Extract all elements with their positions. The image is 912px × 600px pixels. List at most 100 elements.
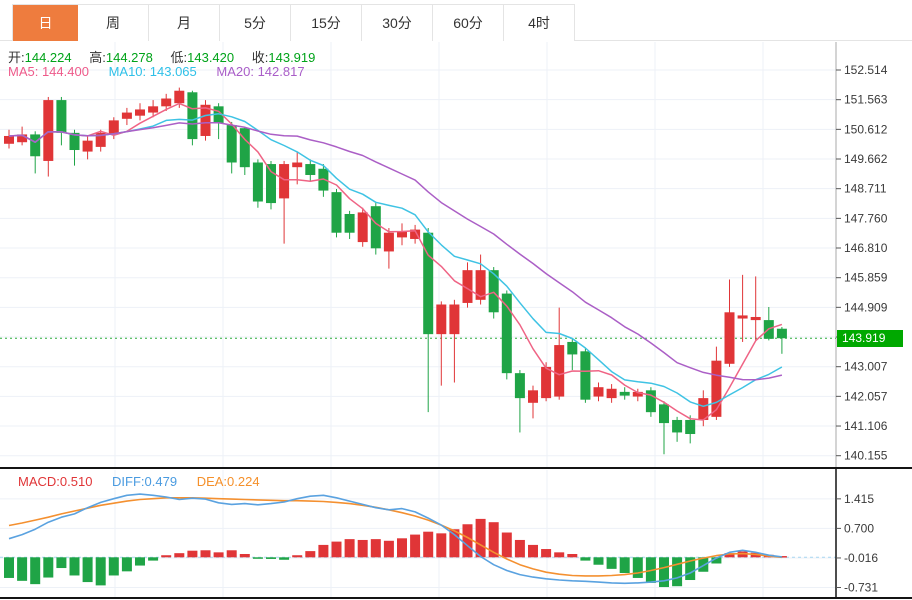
candle-down (187, 92, 198, 140)
candle-down (69, 132, 80, 151)
macd-bar-positive (567, 553, 578, 558)
macd-axis-label: -0.731 (844, 580, 878, 594)
candle-down (619, 391, 630, 396)
ma-readout: MA5: 144.400 MA10: 143.065 MA20: 142.817 (8, 64, 305, 79)
macd-axis-label: 0.700 (844, 521, 874, 535)
candle-down (370, 206, 381, 249)
macd-bar-negative (135, 557, 145, 566)
candle-up (4, 135, 14, 144)
candle-up (200, 104, 211, 136)
candle-up (148, 106, 159, 113)
open-label: 开: (8, 50, 25, 65)
price-axis-label: 148.711 (844, 182, 887, 196)
candle-up (632, 391, 643, 397)
macd-bar-negative (69, 557, 80, 576)
candle-up (436, 304, 447, 335)
macd-bar-positive (292, 555, 303, 558)
macd-bar-positive (370, 539, 381, 558)
candle-up (449, 304, 460, 335)
diff-line (8, 493, 783, 585)
macd-bar-positive (724, 553, 735, 558)
macd-axis-label: -0.016 (844, 551, 878, 565)
candle-up (698, 398, 709, 420)
macd-bar-positive (226, 550, 237, 558)
candle-up (43, 100, 54, 161)
macd-value: MACD:0.510 (18, 474, 93, 489)
candle-down (252, 162, 263, 202)
candle-down (580, 351, 591, 400)
candle-up (554, 345, 565, 397)
macd-bar-negative (619, 557, 630, 573)
macd-bar-negative (148, 557, 159, 561)
candle-down (56, 100, 67, 133)
macd-bar-negative (632, 557, 643, 578)
tab-60min[interactable]: 60分 (433, 5, 504, 41)
candle-up (383, 232, 394, 252)
candle-down (672, 419, 683, 433)
close-value: 143.919 (268, 50, 316, 65)
candle-down (488, 270, 499, 313)
tab-week[interactable]: 周 (78, 5, 149, 41)
price-axis-label: 141.106 (844, 419, 888, 433)
tab-4hour[interactable]: 4时 (504, 5, 575, 41)
interval-tabbar: 日 周 月 5分 15分 30分 60分 4时 (12, 4, 575, 41)
dea-value: DEA:0.224 (196, 474, 260, 489)
macd-bar-positive (514, 539, 525, 558)
macd-axis-label: 1.415 (844, 492, 874, 506)
candle-up (82, 140, 93, 152)
macd-bar-negative (659, 557, 669, 588)
candle-up (750, 316, 761, 321)
macd-readout: MACD:0.510 DIFF:0.479 DEA:0.224 (18, 474, 260, 489)
macd-bar-positive (449, 529, 460, 558)
macd-bar-positive (161, 555, 172, 558)
macd-bar-positive (305, 551, 316, 558)
candle-down (501, 293, 512, 374)
candle-up (397, 231, 407, 238)
macd-bar-negative (17, 557, 28, 581)
macd-bar-positive (200, 550, 211, 558)
macd-bar-negative (279, 557, 290, 560)
macd-bar-positive (318, 544, 329, 558)
price-axis-label: 143.007 (844, 360, 888, 374)
candle-down (659, 404, 669, 424)
candle-down (685, 419, 696, 435)
candle-down (645, 390, 656, 413)
candle-up (174, 90, 185, 104)
price-axis-label: 149.662 (844, 152, 888, 166)
tab-15min[interactable]: 15分 (291, 5, 362, 41)
macd-bar-positive (488, 522, 499, 558)
macd-bar-positive (528, 544, 538, 558)
tab-30min[interactable]: 30分 (362, 5, 433, 41)
tab-day[interactable]: 日 (13, 5, 78, 41)
candle-up (161, 98, 172, 107)
price-axis-label: 142.057 (844, 389, 888, 403)
macd-bar-positive (397, 538, 407, 558)
candle-down (344, 213, 355, 233)
macd-bar-negative (121, 557, 132, 572)
candle-down (776, 328, 787, 339)
candle-up (724, 312, 735, 364)
ma10-value: MA10: 143.065 (108, 64, 197, 79)
macd-bar-positive (436, 533, 447, 558)
candle-up (292, 162, 303, 168)
macd-bar-positive (213, 552, 224, 558)
candle-up (475, 270, 486, 300)
tab-5min[interactable]: 5分 (220, 5, 291, 41)
low-value: 143.420 (187, 50, 235, 65)
candle-down (514, 373, 525, 399)
macd-bar-positive (737, 551, 748, 558)
tab-month[interactable]: 月 (149, 5, 220, 41)
candle-up (410, 229, 421, 239)
ma10-line (8, 113, 783, 408)
macd-bar-negative (593, 557, 604, 565)
high-value: 144.278 (105, 50, 153, 65)
macd-bar-negative (266, 557, 276, 559)
macd-bar-positive (239, 553, 250, 558)
macd-bar-negative (252, 557, 263, 559)
macd-bar-positive (331, 541, 342, 558)
macd-bar-positive (187, 550, 198, 558)
macd-bar-positive (357, 539, 368, 558)
candle-down (30, 134, 41, 157)
